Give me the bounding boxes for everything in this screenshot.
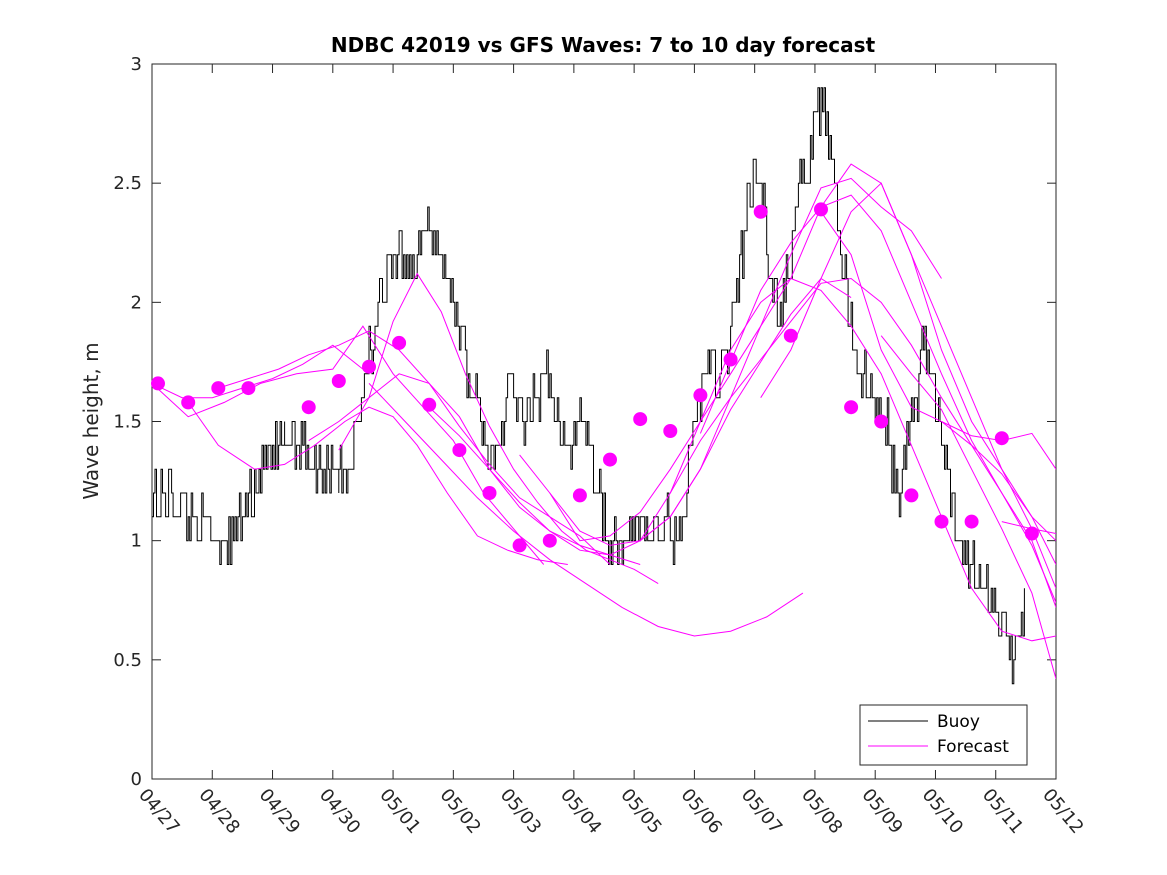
x-tick-label: 05/04 <box>556 785 605 838</box>
forecast-marker <box>663 424 678 438</box>
forecast-marker <box>422 397 437 412</box>
forecast-marker <box>633 412 648 427</box>
forecast-marker <box>964 514 979 529</box>
forecast-marker <box>753 204 768 219</box>
y-tick-label: 1 <box>131 531 142 552</box>
forecast-marker <box>994 431 1009 446</box>
forecast-marker <box>301 400 316 415</box>
forecast-series-line-14 <box>760 182 1056 565</box>
x-tick-label: 05/05 <box>616 785 665 838</box>
x-tick-label: 05/12 <box>1038 785 1087 838</box>
forecast-series-line-4 <box>218 330 611 565</box>
forecast-marker <box>241 381 256 396</box>
forecast-marker <box>1024 526 1039 541</box>
forecast-series-line-3 <box>187 402 568 565</box>
y-tick-label: 2.5 <box>113 173 142 194</box>
x-tick-label: 05/06 <box>677 785 726 838</box>
forecast-marker <box>814 202 828 217</box>
y-axis-label: Wave height, m <box>79 342 103 499</box>
forecast-series-line-11 <box>639 277 1056 608</box>
forecast-marker <box>542 533 557 548</box>
forecast-marker <box>783 328 798 343</box>
chart-title: NDBC 42019 vs GFS Waves: 7 to 10 day for… <box>331 33 876 57</box>
x-tick-label: 05/08 <box>797 785 846 838</box>
x-tick-label: 04/27 <box>134 785 183 838</box>
forecast-marker <box>603 452 617 467</box>
forecast-marker <box>482 486 497 500</box>
forecast-marker <box>362 359 376 374</box>
y-tick-label: 0.5 <box>113 650 142 671</box>
forecast-marker <box>392 335 407 350</box>
y-axis-ticks: 0 0.5 1 1.5 2 2.5 3 <box>113 54 1056 790</box>
x-tick-label: 05/07 <box>737 785 786 838</box>
x-tick-label: 05/01 <box>375 785 424 838</box>
legend-forecast-label: Forecast <box>937 737 1009 757</box>
forecast-series-line-6 <box>338 272 659 585</box>
forecast-marker <box>723 352 738 367</box>
forecast-marker <box>211 381 226 396</box>
forecast-series-line-7 <box>368 383 804 637</box>
forecast-series-line-12 <box>669 277 1056 642</box>
y-tick-label: 1.5 <box>113 412 142 433</box>
plot-area <box>151 63 1057 780</box>
forecast-marker <box>452 443 467 458</box>
y-tick-label: 3 <box>131 54 142 75</box>
x-tick-label: 04/30 <box>315 785 364 838</box>
y-tick-label: 2 <box>131 292 142 313</box>
forecast-series-line-13 <box>699 194 1056 603</box>
x-tick-label: 04/28 <box>194 785 243 838</box>
forecast-series-line-5 <box>308 373 641 565</box>
forecast-marker <box>572 488 587 503</box>
x-tick-label: 05/03 <box>496 785 545 838</box>
forecast-marker-layer <box>151 202 1039 553</box>
x-tick-label: 05/09 <box>857 785 906 838</box>
y-tick-label: 0 <box>131 769 142 790</box>
forecast-series-line-10 <box>549 163 1056 589</box>
forecast-marker <box>331 374 346 388</box>
forecast-marker <box>934 514 949 529</box>
legend-box <box>859 704 1028 766</box>
forecast-marker <box>874 414 889 429</box>
forecast-marker <box>512 538 527 553</box>
forecast-series-line-16 <box>880 335 1056 680</box>
forecast-marker <box>151 376 165 391</box>
x-tick-label: 05/11 <box>978 785 1027 838</box>
legend-buoy-label: Buoy <box>937 712 980 732</box>
forecast-marker <box>693 388 708 403</box>
x-tick-label: 04/29 <box>255 785 304 838</box>
forecast-marker <box>844 400 859 415</box>
legend: Buoy Forecast <box>859 704 1028 766</box>
x-tick-label: 05/10 <box>918 785 967 838</box>
x-tick-label: 05/02 <box>436 785 485 838</box>
forecast-marker <box>904 488 919 503</box>
forecast-marker <box>181 395 196 410</box>
